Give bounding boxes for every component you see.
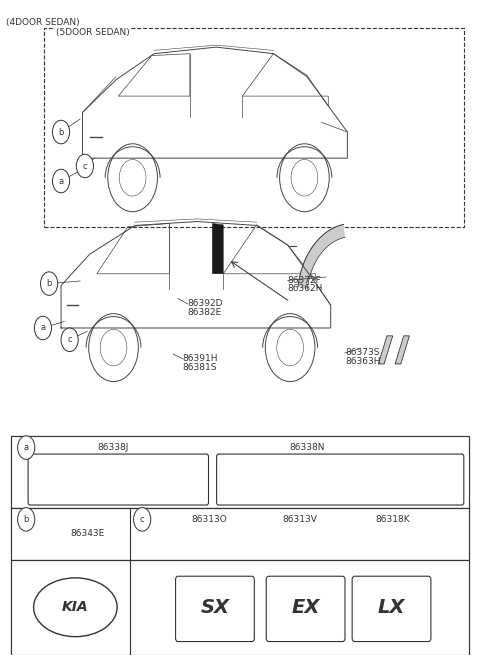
- Circle shape: [18, 508, 35, 531]
- Bar: [44, 28, 464, 227]
- Text: b: b: [47, 279, 52, 288]
- Circle shape: [52, 120, 70, 144]
- Text: a: a: [24, 443, 29, 452]
- FancyBboxPatch shape: [266, 576, 345, 642]
- Text: FORTE: FORTE: [78, 470, 158, 489]
- Bar: [11, 436, 469, 655]
- Bar: [11, 560, 469, 655]
- Text: 86372F: 86372F: [288, 276, 322, 285]
- Polygon shape: [378, 336, 393, 364]
- Text: 86338J: 86338J: [98, 443, 129, 452]
- Text: c: c: [67, 335, 72, 344]
- Text: 86343E: 86343E: [70, 529, 105, 539]
- Text: SX: SX: [201, 598, 229, 617]
- FancyBboxPatch shape: [352, 576, 431, 642]
- FancyBboxPatch shape: [216, 454, 464, 505]
- Polygon shape: [298, 224, 345, 289]
- Text: 86313V: 86313V: [282, 515, 317, 524]
- Text: FORTE: FORTE: [262, 470, 342, 489]
- Text: 86391H: 86391H: [183, 354, 218, 363]
- Polygon shape: [395, 336, 409, 364]
- Text: 86382E: 86382E: [188, 308, 222, 317]
- FancyBboxPatch shape: [176, 576, 254, 642]
- Text: 86373S: 86373S: [345, 348, 380, 358]
- Circle shape: [34, 316, 51, 340]
- Circle shape: [76, 154, 94, 178]
- Bar: [11, 508, 469, 560]
- Circle shape: [133, 508, 151, 531]
- Text: (5DOOR SEDAN): (5DOOR SEDAN): [56, 28, 130, 37]
- Text: (4DOOR SEDAN): (4DOOR SEDAN): [6, 18, 80, 27]
- Circle shape: [52, 169, 70, 193]
- Text: b: b: [59, 127, 64, 136]
- Text: 86338N: 86338N: [289, 443, 324, 452]
- Polygon shape: [212, 224, 223, 274]
- Text: EX: EX: [291, 598, 320, 617]
- Text: 86363H: 86363H: [345, 357, 381, 366]
- Text: 86381S: 86381S: [183, 363, 217, 372]
- Circle shape: [18, 436, 35, 459]
- Text: b: b: [24, 515, 29, 524]
- Circle shape: [61, 328, 78, 352]
- Text: 86362H: 86362H: [288, 284, 323, 293]
- FancyBboxPatch shape: [28, 454, 208, 505]
- Text: 86313O: 86313O: [191, 515, 227, 524]
- Ellipse shape: [34, 578, 117, 636]
- Text: a: a: [59, 176, 64, 186]
- Text: c: c: [83, 161, 87, 171]
- Text: a: a: [40, 323, 46, 333]
- Text: 86392D: 86392D: [188, 299, 223, 308]
- Text: LX: LX: [378, 598, 405, 617]
- Text: KIA: KIA: [62, 600, 89, 614]
- Circle shape: [40, 272, 58, 295]
- Text: c: c: [140, 515, 144, 524]
- Bar: [11, 436, 469, 508]
- Text: eco: eco: [389, 472, 416, 487]
- Text: 86318K: 86318K: [375, 515, 410, 524]
